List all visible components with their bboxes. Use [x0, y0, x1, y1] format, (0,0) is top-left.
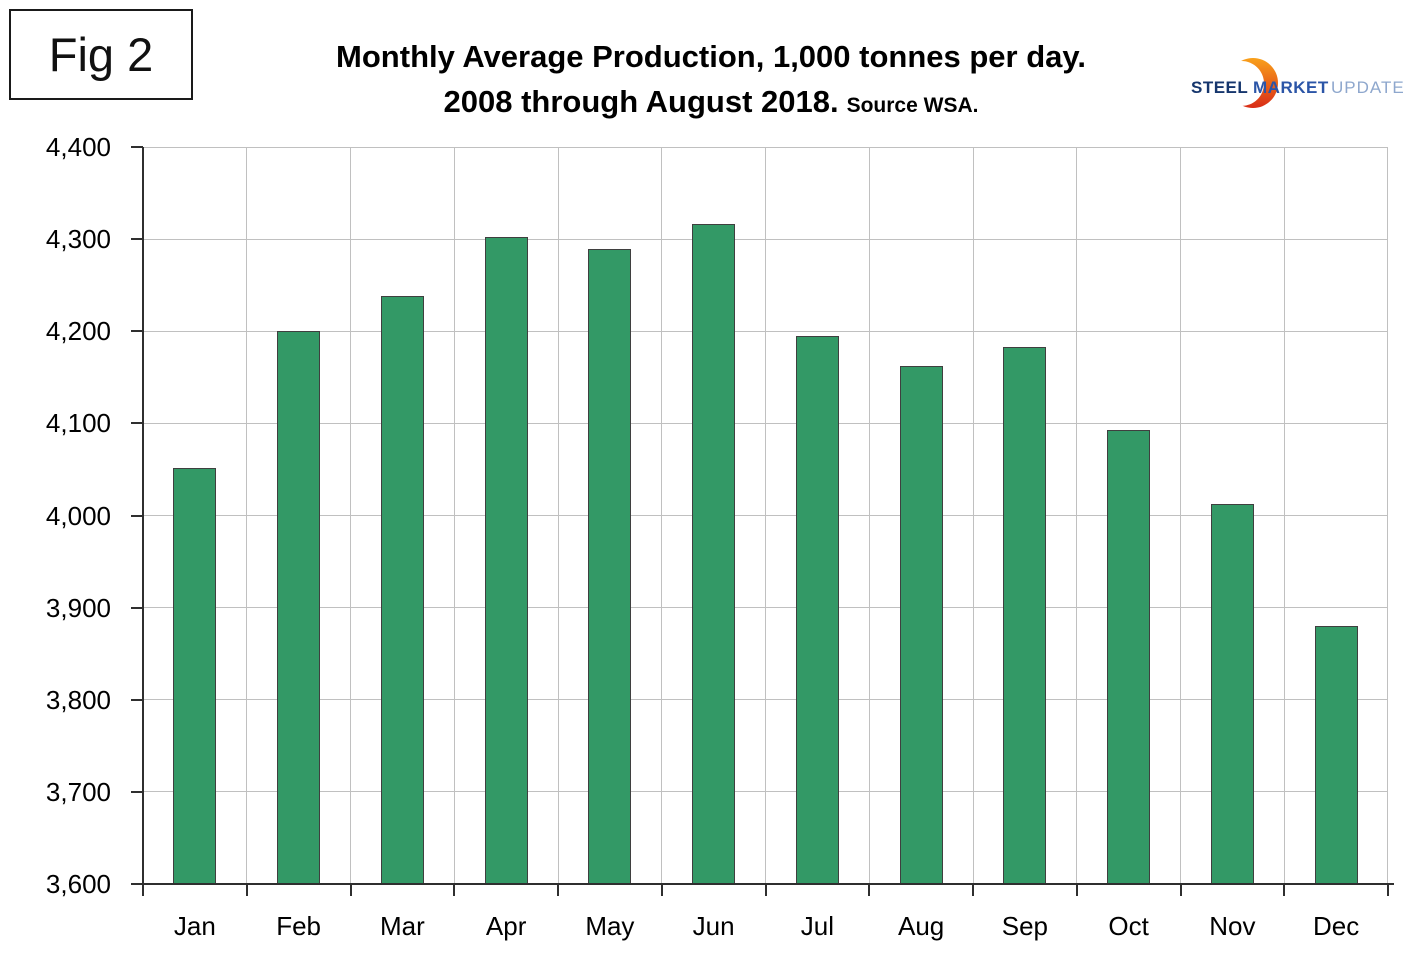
y-tick-label: 3,900	[45, 592, 111, 623]
chart-source: Source WSA.	[846, 94, 979, 117]
y-axis-tick	[131, 883, 143, 885]
y-tick-label: 4,000	[45, 500, 111, 531]
x-axis-tick	[868, 884, 871, 896]
x-tick-label: Jan	[173, 911, 216, 941]
y-axis-tick	[131, 422, 143, 425]
x-tick-label: Dec	[1313, 911, 1360, 941]
bar-jan	[173, 467, 217, 884]
v-gridline	[765, 147, 766, 884]
x-tick-label: Oct	[1108, 911, 1149, 941]
smu-logo: STEEL MARKET UPDATE	[1189, 56, 1404, 111]
chart-title: Monthly Average Production, 1,000 tonnes…	[336, 39, 1086, 74]
figure-label-box: Fig 2	[9, 9, 193, 100]
x-axis-tick	[764, 884, 767, 896]
crescent-icon	[1228, 58, 1278, 108]
x-axis-tick	[142, 884, 144, 896]
x-axis-line	[131, 883, 1394, 885]
bar-jul	[795, 335, 839, 884]
figure-label: Fig 2	[48, 28, 154, 81]
y-axis-tick	[131, 790, 143, 793]
y-tick-label: 3,600	[45, 869, 111, 899]
bar-may	[588, 249, 632, 884]
v-gridline	[557, 147, 559, 884]
bar-sep	[1003, 346, 1047, 884]
chart-subtitle: 2008 through August 2018.	[443, 84, 839, 119]
x-axis-tick	[1075, 884, 1078, 896]
y-axis-tick	[131, 238, 143, 241]
y-tick-label: 4,200	[45, 316, 111, 347]
x-tick-label: Apr	[485, 911, 527, 941]
v-gridline	[1076, 147, 1078, 884]
y-tick-label: 4,300	[45, 224, 111, 255]
x-axis-tick	[453, 884, 456, 896]
v-gridline	[1180, 147, 1181, 884]
v-gridline	[661, 147, 663, 884]
y-axis-tick	[131, 514, 143, 517]
x-axis-tick	[1179, 884, 1182, 896]
x-axis-tick	[660, 884, 663, 896]
x-tick-label: Mar	[379, 911, 425, 941]
y-axis-tick	[131, 146, 143, 148]
bar-mar	[380, 296, 424, 884]
bar-nov	[1210, 503, 1254, 884]
chart-title-block: Monthly Average Production, 1,000 tonnes…	[210, 34, 1212, 128]
y-axis-tick	[131, 606, 143, 609]
v-gridline	[1387, 147, 1388, 884]
x-tick-label: Sep	[1001, 911, 1048, 941]
bar-feb	[277, 331, 321, 884]
logo-word-update: UPDATE	[1331, 78, 1405, 97]
x-axis-tick	[1283, 884, 1286, 896]
bar-dec	[1314, 626, 1358, 884]
y-axis-tick	[131, 330, 143, 333]
bar-oct	[1107, 429, 1151, 884]
x-tick-label: Feb	[276, 911, 322, 941]
x-axis-tick	[349, 884, 352, 896]
x-axis-tick	[557, 884, 559, 896]
y-tick-label: 3,800	[45, 684, 111, 715]
x-tick-label: Jun	[692, 911, 735, 941]
y-tick-label: 4,100	[45, 408, 111, 439]
bar-jun	[692, 224, 736, 884]
x-axis-tick	[1387, 884, 1389, 896]
x-tick-label: Aug	[897, 911, 945, 941]
v-gridline	[868, 147, 870, 884]
y-tick-label: 3,700	[45, 776, 111, 807]
y-tick-label: 4,400	[45, 132, 111, 162]
bar-apr	[484, 237, 528, 884]
bar-aug	[899, 366, 943, 884]
v-gridline	[453, 147, 455, 884]
plot-area: 3,600 3,700 3,800 3,900 4,000 4,100 4,200 4,300…	[46, 132, 1394, 941]
x-tick-label: Nov	[1209, 911, 1256, 941]
x-tick-label: Jul	[800, 911, 834, 941]
chart-subtitle-line: 2008 through August 2018. Source WSA.	[210, 79, 1212, 128]
x-axis-tick	[972, 884, 974, 896]
v-gridline	[972, 147, 974, 884]
y-axis-line	[142, 147, 144, 896]
x-axis-tick	[245, 884, 248, 896]
v-gridline	[1283, 147, 1285, 884]
y-axis-tick	[131, 698, 143, 701]
logo-word-steel: STEEL	[1191, 78, 1249, 97]
logo-word-market: MARKET	[1253, 78, 1329, 97]
v-gridline	[246, 147, 248, 884]
v-gridline	[350, 147, 351, 884]
x-tick-label: May	[585, 911, 635, 941]
